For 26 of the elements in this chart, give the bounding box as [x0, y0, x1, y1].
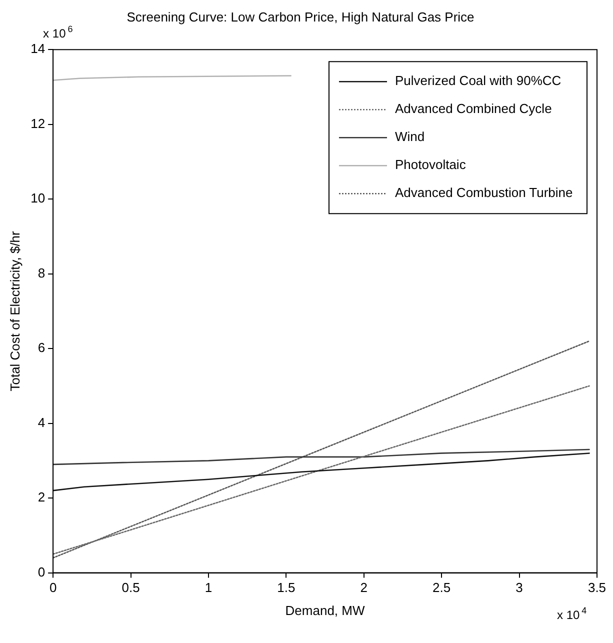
y-tick-label: 12 [30, 116, 46, 131]
x-tick-label: 2.5 [432, 580, 451, 596]
x-tick-label: 0.5 [122, 580, 140, 596]
y-tick-label: 2 [38, 490, 46, 505]
y-tick-label: 6 [38, 340, 46, 356]
legend-label: Wind [394, 129, 425, 144]
x-tick-label: 1.5 [277, 580, 296, 596]
y-tick-label: 10 [30, 190, 46, 206]
x-axis-title: Demand, MW [285, 602, 366, 618]
y-axis-title: Total Cost of Electricity, $/hr [7, 230, 22, 392]
x-tick-label: 3.5 [588, 580, 606, 596]
y-tick-label: 14 [30, 41, 46, 56]
line-series [53, 385, 590, 555]
legend-label: Advanced Combined Cycle [394, 101, 552, 116]
chart-title: Screening Curve: Low Carbon Price, High Natural Gas Price [126, 9, 474, 24]
y-tick-label: 4 [38, 414, 46, 430]
x-tick-label: 2 [360, 580, 368, 596]
y-tick-label: 0 [38, 564, 46, 580]
x-tick-label: 0 [49, 580, 57, 596]
x-tick-label: 3 [516, 580, 523, 596]
line-series [53, 340, 590, 558]
legend-label: Photovoltaic [394, 157, 466, 172]
legend-label: Pulverized Coal with 90%CC [394, 73, 562, 88]
y-tick-label: 8 [38, 265, 46, 280]
x-tick-label: 1 [204, 580, 212, 596]
legend-label: Advanced Combustion Turbine [394, 185, 573, 200]
